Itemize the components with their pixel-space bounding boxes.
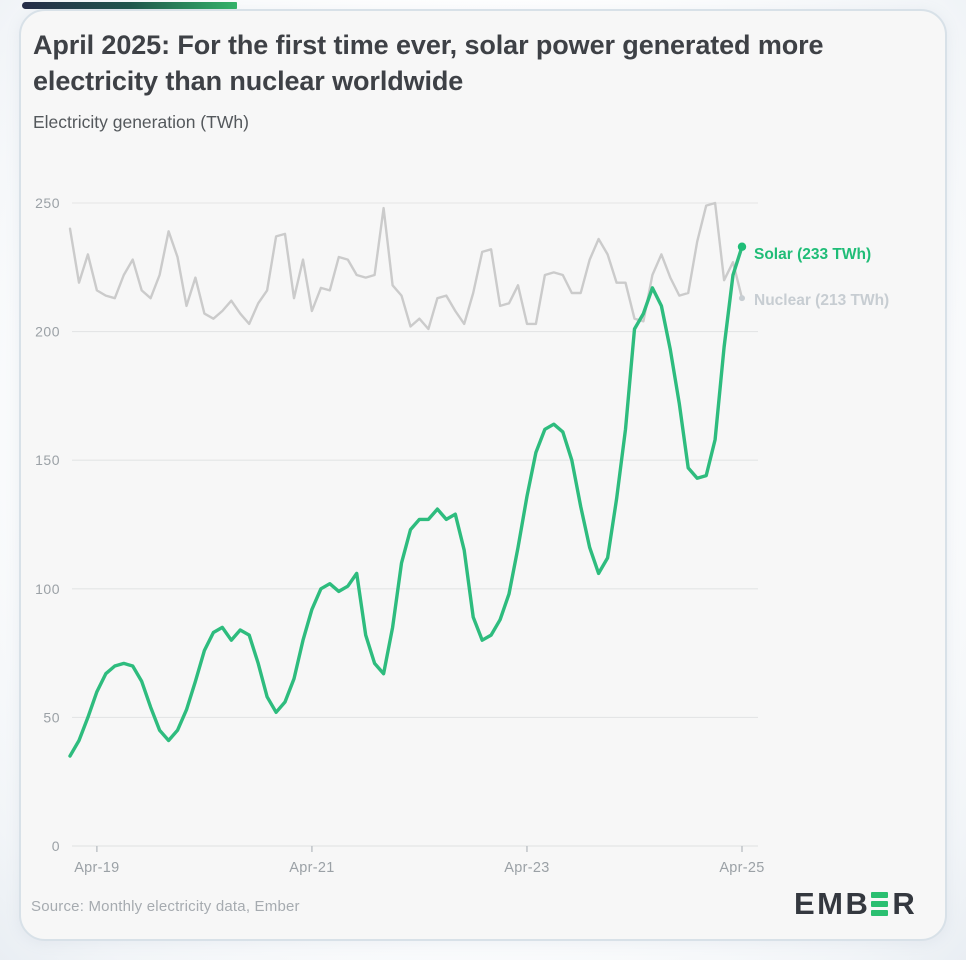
- ember-logo: EMB R: [794, 886, 917, 922]
- solar-end-marker: [737, 242, 747, 251]
- chart-subtitle: Electricity generation (TWh): [33, 112, 249, 132]
- title-line-1: April 2025: For the first time ever, sol…: [33, 30, 824, 60]
- x-axis-ticks: [96, 846, 743, 852]
- y-tick-label-150: 150: [35, 452, 60, 468]
- gridlines: [72, 202, 758, 847]
- ember-logo-text-left: EMB: [794, 886, 871, 921]
- y-tick-label-250: 250: [35, 195, 60, 211]
- x-tick-label-Apr-21: Apr-21: [289, 860, 334, 876]
- nuclear-line: [68, 201, 744, 331]
- x-tick-label-Apr-23: Apr-23: [504, 860, 549, 876]
- legend-solar-label: Solar (233 TWh): [754, 246, 871, 263]
- x-tick-label-Apr-25: Apr-25: [719, 860, 764, 876]
- ember-logo-bars-icon: [871, 892, 889, 916]
- nuclear-end-marker: [739, 295, 745, 302]
- y-tick-label-0: 0: [52, 838, 60, 854]
- page-title: April 2025: For the first time ever, sol…: [33, 28, 938, 99]
- y-axis-labels: 0 50 100 150 200 250: [35, 195, 60, 854]
- y-tick-label-50: 50: [43, 709, 60, 725]
- solar-line: [68, 244, 744, 758]
- y-tick-label-200: 200: [35, 324, 60, 340]
- ember-logo-text-right: R: [892, 886, 918, 921]
- title-line-2: electricity than nuclear worldwide: [33, 65, 464, 96]
- source-note: Source: Monthly electricity data, Ember: [31, 898, 300, 915]
- chart-card: [19, 9, 947, 941]
- x-axis-labels: Apr-19 Apr-21 Apr-23 Apr-25: [74, 860, 764, 876]
- brand-gradient-strip: [22, 2, 237, 9]
- series-lines: [68, 201, 744, 758]
- legend-nuclear-label: Nuclear (213 TWh): [754, 292, 889, 309]
- y-tick-label-100: 100: [35, 581, 60, 597]
- series-end-markers: [737, 242, 747, 302]
- x-tick-label-Apr-19: Apr-19: [74, 860, 119, 876]
